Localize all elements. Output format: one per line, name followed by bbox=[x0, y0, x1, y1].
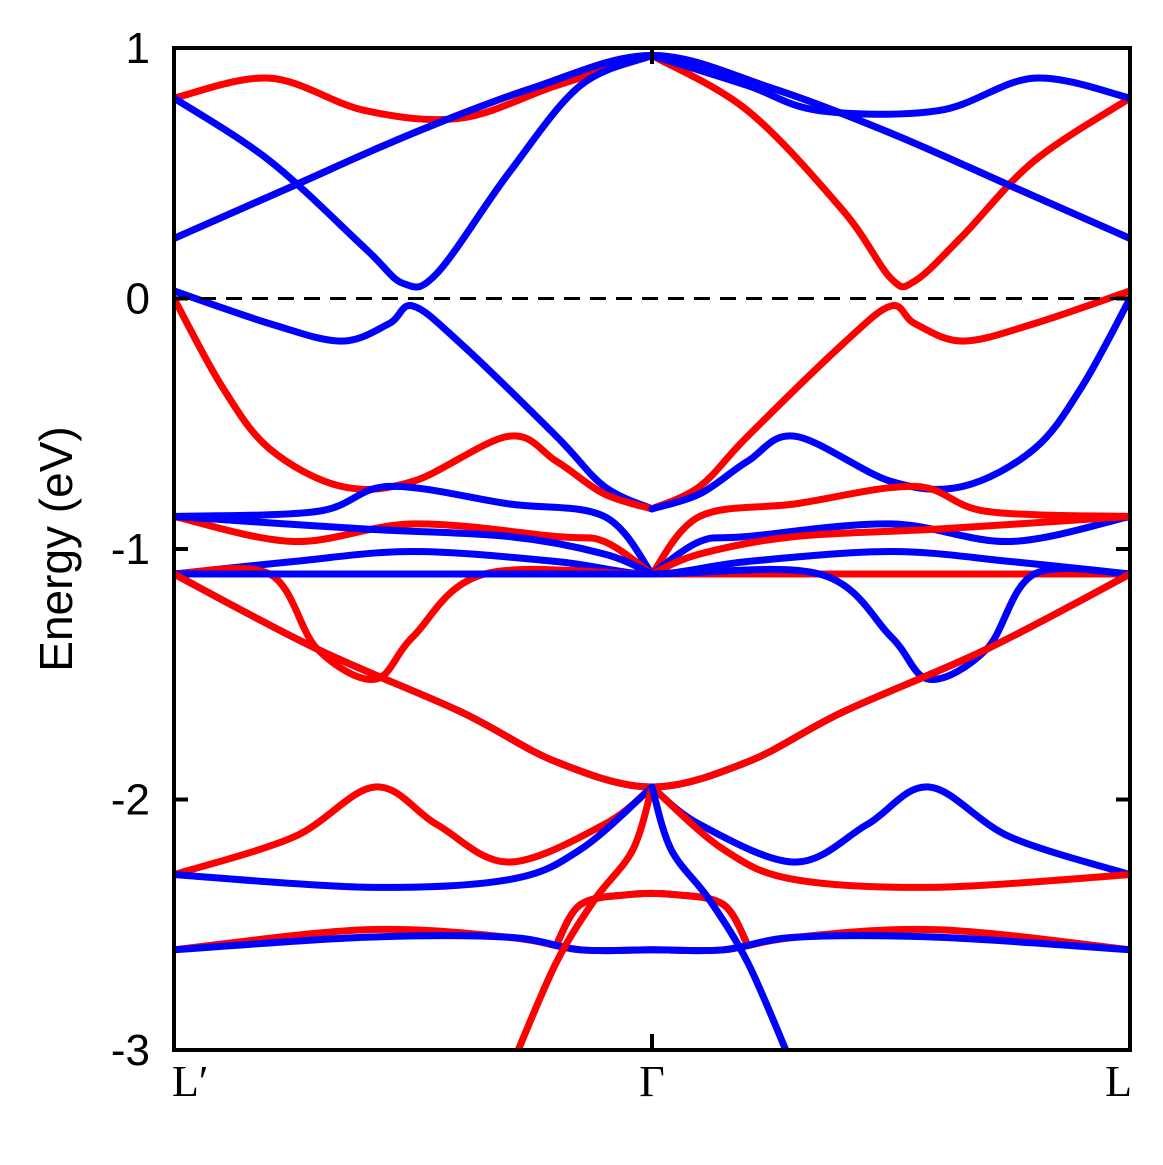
band-blue-19 bbox=[174, 570, 1130, 791]
band-blue-28 bbox=[174, 932, 1130, 955]
band-blue-30 bbox=[648, 783, 790, 1050]
band-blue-14 bbox=[174, 512, 656, 578]
y-axis-label: Energy (eV) bbox=[30, 426, 82, 671]
band-blue-23 bbox=[174, 783, 656, 891]
band-red-11 bbox=[648, 482, 1130, 578]
band-red-29 bbox=[514, 783, 656, 1050]
band-blue-3 bbox=[174, 52, 656, 291]
y-tick-label-4: -3 bbox=[111, 1026, 150, 1075]
band-blue-18 bbox=[174, 564, 1130, 683]
band-red-24 bbox=[648, 783, 1130, 891]
band-red-26 bbox=[552, 889, 752, 949]
band-red-12 bbox=[174, 512, 656, 578]
y-tick-label-2: -1 bbox=[111, 525, 150, 574]
y-tick-label-3: -2 bbox=[111, 776, 150, 825]
band-blue-22 bbox=[648, 783, 1130, 879]
band-red-17 bbox=[174, 564, 1130, 683]
band-blue-10 bbox=[174, 482, 656, 578]
ticks-layer: 1 0 -1 -2 -3 L′ Γ L bbox=[111, 24, 1132, 1106]
band-red-0 bbox=[174, 52, 656, 124]
band-blue-5 bbox=[648, 52, 1130, 118]
y-tick-label-0: 1 bbox=[126, 24, 150, 73]
band-blue-9 bbox=[648, 295, 1130, 513]
band-red-21 bbox=[174, 783, 656, 879]
band-red-15 bbox=[648, 512, 1130, 578]
y-tick-label-1: 0 bbox=[126, 275, 150, 324]
x-tick-label-2: L bbox=[1105, 1057, 1132, 1106]
band-blue-13 bbox=[648, 512, 1130, 578]
band-red-8 bbox=[174, 295, 656, 513]
x-tick-label-0: L′ bbox=[172, 1057, 209, 1106]
band-red-20 bbox=[174, 570, 1130, 791]
bands-layer bbox=[174, 52, 1130, 1050]
band-red-7 bbox=[648, 287, 1130, 513]
x-tick-label-1: Γ bbox=[639, 1057, 664, 1106]
band-blue-6 bbox=[174, 287, 656, 513]
band-red-2 bbox=[648, 52, 1130, 291]
